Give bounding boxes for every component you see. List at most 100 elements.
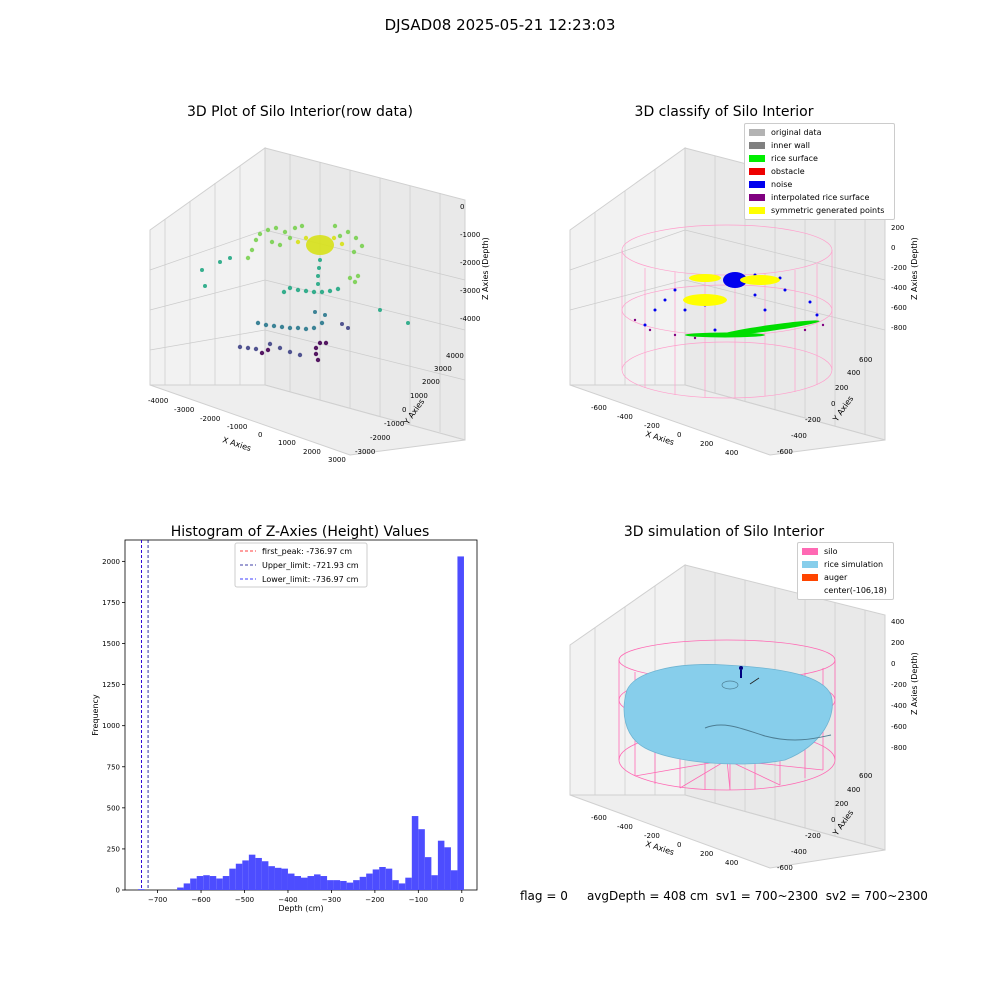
histogram-bar bbox=[346, 882, 354, 890]
x-tick: -400 bbox=[617, 823, 633, 831]
x-tick: 1000 bbox=[278, 439, 296, 447]
histogram-bar bbox=[216, 878, 223, 890]
legend-item: inner wall bbox=[749, 139, 890, 152]
y-tick-labels: -3000 -2000 -1000 0 1000 2000 3000 4000 bbox=[355, 352, 464, 456]
legend-item: noise bbox=[749, 178, 890, 191]
histogram-bar bbox=[196, 876, 204, 890]
y-tick: 1500 bbox=[102, 640, 120, 648]
legend-item: original data bbox=[749, 126, 890, 139]
x-tick-labels: -600 -400 -200 0 200 400 bbox=[591, 404, 738, 457]
histogram-bar bbox=[183, 883, 191, 890]
x-axis-label: X Axies bbox=[644, 429, 675, 447]
histogram-bar bbox=[190, 878, 197, 890]
histogram-bar bbox=[327, 880, 334, 890]
z-tick: -400 bbox=[891, 702, 907, 710]
histogram-bar bbox=[405, 877, 412, 890]
z-tick: -1000 bbox=[460, 231, 480, 239]
z-tick: -200 bbox=[891, 681, 907, 689]
x-tick: −300 bbox=[322, 896, 341, 904]
sv1-text: sv1 = 700~2300 bbox=[715, 889, 819, 903]
y-tick: -400 bbox=[791, 432, 807, 440]
legend-label: obstacle bbox=[771, 167, 805, 176]
legend-item: obstacle bbox=[749, 165, 890, 178]
histogram-bar bbox=[314, 874, 321, 890]
y-tick: -3000 bbox=[355, 448, 375, 456]
x-tick: -3000 bbox=[174, 406, 194, 414]
legend-swatch bbox=[749, 181, 765, 188]
legend-swatch bbox=[749, 168, 765, 175]
histogram-bar bbox=[274, 867, 282, 890]
x-tick: 0 bbox=[460, 896, 464, 904]
histogram-bar bbox=[222, 876, 230, 890]
legend-classify: original data inner wall rice surface obsta… bbox=[744, 123, 895, 220]
z-tick: -800 bbox=[891, 744, 907, 752]
histogram-bar bbox=[138, 889, 145, 890]
histogram-bar bbox=[450, 870, 458, 890]
threshold-lines bbox=[141, 540, 149, 890]
y-tick: -200 bbox=[805, 832, 821, 840]
histogram-bar bbox=[248, 854, 256, 890]
y-tick: 600 bbox=[859, 772, 872, 780]
legend-label: noise bbox=[771, 180, 793, 189]
legend-swatch bbox=[749, 142, 765, 149]
x-tick: -600 bbox=[591, 404, 607, 412]
histogram-bar bbox=[411, 816, 419, 890]
legend-item: rice simulation bbox=[802, 558, 889, 571]
histogram-bar bbox=[385, 868, 393, 890]
x-tick: 400 bbox=[725, 449, 738, 457]
legend-swatch bbox=[749, 207, 765, 214]
y-tick: -2000 bbox=[370, 434, 390, 442]
z-tick: 200 bbox=[891, 224, 904, 232]
panel3-title: Histogram of Z-Axies (Height) Values bbox=[170, 524, 430, 540]
z-tick: -3000 bbox=[460, 287, 480, 295]
histogram-bar bbox=[320, 876, 328, 890]
x-tick: 200 bbox=[700, 850, 713, 858]
legend-swatch bbox=[802, 574, 818, 581]
y-tick: 2000 bbox=[102, 558, 120, 566]
legend-item: center(-106,18) bbox=[802, 584, 889, 597]
y-tick: 0 bbox=[831, 400, 835, 408]
z-tick: -400 bbox=[891, 284, 907, 292]
y-tick-labels: -600 -400 -200 0 200 400 600 bbox=[777, 356, 872, 456]
legend-label-lower-limit: Lower_limit: -736.97 cm bbox=[262, 575, 359, 584]
hist-legend: first_peak: -736.97 cm Upper_limit: -721… bbox=[234, 542, 368, 588]
panel2-title: 3D classify of Silo Interior bbox=[634, 104, 814, 120]
histogram-bar bbox=[235, 863, 243, 890]
histogram-bar bbox=[177, 887, 184, 890]
y-tick: 400 bbox=[847, 369, 860, 377]
histogram-bar bbox=[372, 869, 380, 890]
y-tick: -1000 bbox=[384, 420, 404, 428]
flag-text: flag = 0 bbox=[520, 889, 568, 903]
histogram-bar bbox=[392, 880, 399, 890]
legend-label: inner wall bbox=[771, 141, 811, 150]
z-tick: -2000 bbox=[460, 259, 480, 267]
x-tick: 0 bbox=[677, 431, 681, 439]
x-tick: −200 bbox=[365, 896, 384, 904]
x-tick: -200 bbox=[644, 832, 660, 840]
x-tick: 2000 bbox=[303, 448, 321, 456]
status-footer: flag = 0 avgDepth = 408 cm sv1 = 700~230… bbox=[520, 889, 928, 903]
histogram-bar bbox=[255, 857, 262, 890]
y-tick-labels: -600 -400 -200 0 200 400 600 bbox=[777, 772, 872, 872]
rice-surface bbox=[623, 664, 833, 765]
histogram-bar bbox=[457, 556, 464, 890]
y-axis-label: Frequency bbox=[91, 694, 100, 736]
histogram-bar bbox=[229, 868, 236, 890]
legend-item: rice surface bbox=[749, 152, 890, 165]
classify-scatter-3d: 200 0 -200 -400 -600 -800 -600 -400 -200… bbox=[569, 147, 919, 457]
raw-scatter-3d: 0 -1000 -2000 -3000 -4000 -4000 -3000 -2… bbox=[148, 147, 490, 464]
y-tick: 500 bbox=[107, 804, 120, 812]
histogram-bar bbox=[444, 847, 451, 890]
y-tick: 0 bbox=[116, 887, 120, 895]
x-tick: -4000 bbox=[148, 397, 168, 405]
legend-swatch bbox=[802, 587, 818, 594]
x-tick: 0 bbox=[677, 841, 681, 849]
x-tick-labels: -4000 -3000 -2000 -1000 0 1000 2000 3000 bbox=[148, 397, 346, 464]
y-tick: 200 bbox=[835, 384, 848, 392]
histogram-bar bbox=[431, 875, 438, 890]
histogram-bar bbox=[209, 876, 217, 890]
z-tick-labels: 0 -1000 -2000 -3000 -4000 bbox=[460, 203, 480, 323]
x-tick: 200 bbox=[700, 440, 713, 448]
legend-label-first-peak: first_peak: -736.97 cm bbox=[262, 547, 352, 556]
x-tick-labels: -600 -400 -200 0 200 400 bbox=[591, 814, 738, 867]
